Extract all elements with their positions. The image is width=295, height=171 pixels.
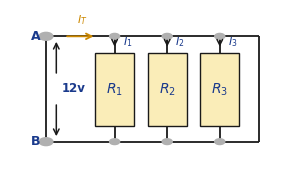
Circle shape xyxy=(215,33,225,39)
Bar xyxy=(95,53,134,126)
Circle shape xyxy=(39,138,53,146)
Circle shape xyxy=(109,33,120,39)
Text: $I_T$: $I_T$ xyxy=(77,13,88,27)
Bar xyxy=(200,53,239,126)
Text: B: B xyxy=(31,135,40,148)
Circle shape xyxy=(162,33,172,39)
Text: $R_1$: $R_1$ xyxy=(106,81,123,98)
Text: A: A xyxy=(31,30,40,43)
Text: $I_3$: $I_3$ xyxy=(228,35,237,49)
Text: $R_3$: $R_3$ xyxy=(211,81,228,98)
Text: $I_1$: $I_1$ xyxy=(123,35,132,49)
Circle shape xyxy=(109,139,120,144)
Text: $R_2$: $R_2$ xyxy=(159,81,176,98)
Circle shape xyxy=(162,139,172,144)
Text: 12v: 12v xyxy=(62,82,86,95)
Text: $I_2$: $I_2$ xyxy=(175,35,185,49)
Bar xyxy=(148,53,187,126)
Circle shape xyxy=(215,139,225,144)
Circle shape xyxy=(39,32,53,40)
